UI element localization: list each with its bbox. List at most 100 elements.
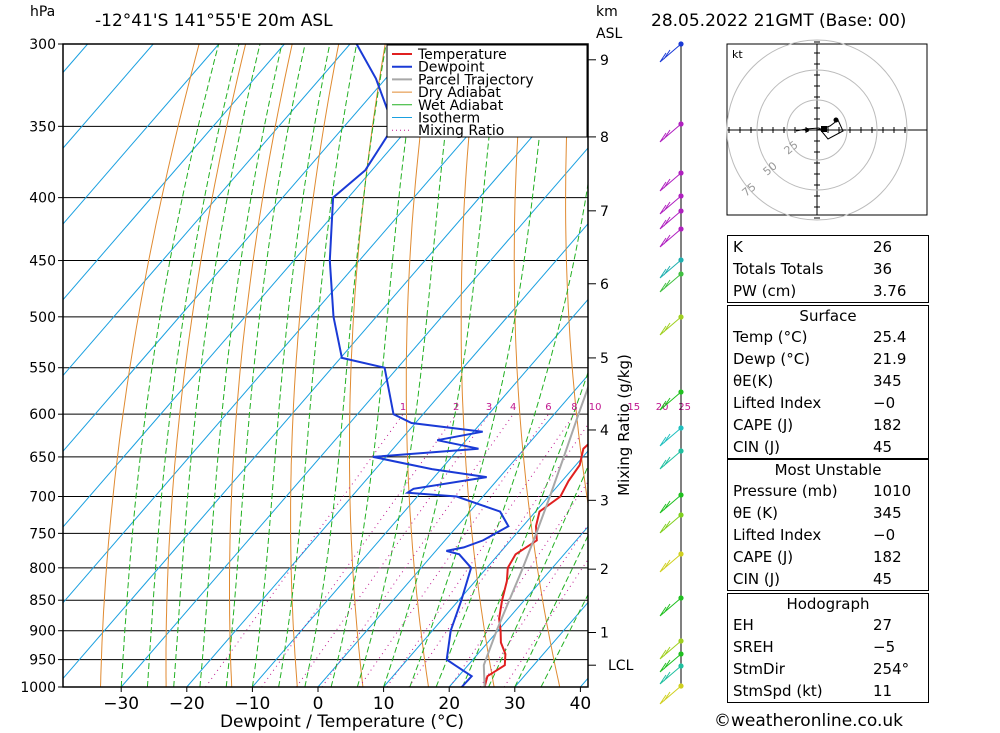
surface-table: Surface Temp (°C) 25.4 Dewp (°C) 21.9 θE(K… bbox=[727, 305, 929, 459]
mixing-ratio-label: 4 bbox=[510, 402, 516, 413]
isotherm-line bbox=[317, 374, 588, 687]
dry-adiabat-line bbox=[165, 44, 247, 687]
wet-adiabat-line bbox=[173, 44, 261, 687]
surface-theta-label: θE(K) bbox=[733, 372, 774, 390]
surface-theta-value: 345 bbox=[873, 372, 902, 390]
pressure-label: 1000 bbox=[20, 680, 56, 696]
pressure-label: 300 bbox=[29, 37, 56, 53]
tt-value: 36 bbox=[873, 260, 893, 278]
surface-cape-value: 182 bbox=[873, 416, 902, 434]
mu-theta-value: 345 bbox=[873, 504, 902, 522]
wind-barb bbox=[659, 514, 682, 534]
legend-label: Wet Adiabat bbox=[418, 98, 504, 114]
surface-li-label: Lifted Index bbox=[733, 394, 822, 412]
most-unstable-title: Most Unstable bbox=[774, 461, 882, 479]
temp-label: 0 bbox=[313, 694, 324, 714]
mixing-ratio-line bbox=[503, 558, 588, 687]
wind-barb bbox=[659, 259, 682, 279]
wet-adiabat-line bbox=[199, 44, 283, 687]
mu-pressure-label: Pressure (mb) bbox=[733, 482, 838, 500]
mixing-ratio-label: 3 bbox=[486, 402, 492, 413]
pressure-label: 950 bbox=[29, 653, 56, 669]
wind-barb bbox=[659, 685, 682, 705]
km-label: 5 bbox=[600, 351, 609, 367]
km-label: 4 bbox=[600, 423, 609, 439]
k-value: 26 bbox=[873, 238, 893, 256]
stmspd-value: 11 bbox=[873, 682, 893, 700]
mu-pressure-value: 1010 bbox=[873, 482, 912, 500]
legend-label: Mixing Ratio bbox=[418, 123, 504, 139]
dry-adiabat-line bbox=[990, 44, 1000, 687]
wind-barb bbox=[659, 195, 682, 215]
dry-adiabat-line bbox=[405, 44, 433, 687]
mixing-ratio-axis-title: Mixing Ratio (g/kg) bbox=[615, 354, 633, 496]
pw-label: PW (cm) bbox=[733, 282, 797, 300]
wet-adiabat-line bbox=[146, 44, 240, 687]
mu-theta-label: θE (K) bbox=[733, 504, 778, 522]
surface-temp-label: Temp (°C) bbox=[733, 328, 808, 346]
dry-adiabat-line bbox=[229, 44, 293, 687]
wind-barb bbox=[659, 653, 682, 673]
temperature-line bbox=[483, 443, 588, 687]
mixing-ratio-line bbox=[449, 480, 588, 687]
wet-adiabat-line bbox=[435, 180, 588, 687]
legend-label: Isotherm bbox=[418, 111, 480, 127]
surface-li-value: −0 bbox=[873, 394, 896, 412]
temp-label: 40 bbox=[570, 694, 592, 714]
surface-dewp-value: 21.9 bbox=[873, 350, 907, 368]
tt-label: Totals Totals bbox=[733, 260, 824, 278]
pressure-unit: hPa bbox=[30, 4, 56, 20]
datetime-title: 28.05.2022 21GMT (Base: 00) bbox=[651, 11, 907, 31]
temp-label: −10 bbox=[234, 694, 270, 714]
pressure-label: 900 bbox=[29, 624, 56, 640]
hodograph-point bbox=[833, 117, 839, 123]
hodograph-title: Hodograph bbox=[786, 595, 870, 613]
mu-li-value: −0 bbox=[873, 526, 896, 544]
mixing-ratio-label: 10 bbox=[589, 402, 602, 413]
wet-adiabat-line bbox=[278, 44, 358, 687]
isotherm-line bbox=[186, 222, 588, 687]
wet-adiabat-line bbox=[225, 44, 306, 687]
dry-adiabat-line bbox=[100, 44, 200, 687]
wet-adiabat-line bbox=[356, 44, 457, 687]
isotherm-line bbox=[63, 44, 482, 528]
mixing-ratio-label: 6 bbox=[545, 402, 551, 413]
location-title: -12°41'S 141°55'E 20m ASL bbox=[95, 11, 333, 31]
sreh-label: SREH bbox=[733, 638, 774, 656]
isotherm-line bbox=[448, 525, 588, 687]
mu-cin-value: 45 bbox=[873, 570, 893, 588]
eh-label: EH bbox=[733, 616, 754, 634]
wind-barb bbox=[659, 43, 682, 63]
wind-barb bbox=[659, 316, 682, 336]
km-label: 6 bbox=[600, 277, 609, 293]
surface-cin-value: 45 bbox=[873, 438, 893, 456]
dry-adiabat-line bbox=[943, 44, 1000, 687]
temp-label: −30 bbox=[103, 694, 139, 714]
indices-table: K 26 Totals Totals 36 PW (cm) 3.76 bbox=[727, 235, 929, 303]
k-label: K bbox=[733, 238, 743, 256]
wind-barb bbox=[659, 273, 682, 293]
surface-cape-label: CAPE (J) bbox=[733, 416, 794, 434]
hodograph-table: Hodograph EH 27 SREH −5 StmDir 254° StmSpd … bbox=[727, 593, 929, 703]
mixing-ratio-label: 15 bbox=[627, 402, 640, 413]
mixing-ratio-label: 1 bbox=[400, 402, 406, 413]
pressure-label: 500 bbox=[29, 310, 56, 326]
km-label: 9 bbox=[600, 53, 609, 69]
wet-adiabat-line bbox=[540, 593, 588, 687]
mixing-ratio-line bbox=[205, 413, 404, 687]
wind-barb bbox=[659, 597, 682, 617]
dry-adiabat-line bbox=[513, 44, 561, 687]
wind-barb bbox=[659, 450, 682, 470]
pw-value: 3.76 bbox=[873, 282, 907, 300]
surface-cin-label: CIN (J) bbox=[733, 438, 781, 456]
credit: ©weatheronline.co.uk bbox=[714, 711, 904, 731]
km-label: 2 bbox=[600, 562, 609, 578]
isotherm-line bbox=[252, 298, 588, 687]
wet-adiabat-line bbox=[383, 44, 500, 687]
sreh-value: −5 bbox=[873, 638, 896, 656]
mixing-ratio-line bbox=[296, 413, 490, 687]
wind-barb bbox=[659, 665, 682, 685]
wet-adiabat-line bbox=[120, 44, 220, 687]
